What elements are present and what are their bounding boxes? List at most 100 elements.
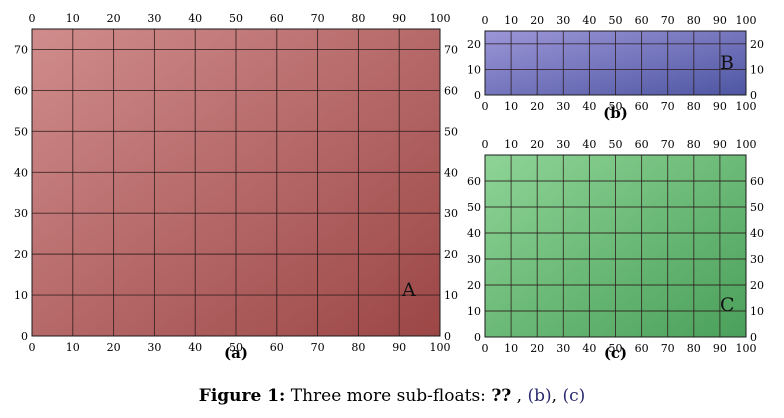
panel-a-ytick-right: 40: [444, 166, 458, 179]
panel-b-letter: B: [720, 52, 734, 74]
panel-a-frame: [31, 28, 441, 337]
panel-c-xtick-bottom: 90: [713, 342, 727, 355]
panel-a-ytick-right: 50: [444, 125, 458, 138]
panel-a-ytick-right: 60: [444, 84, 458, 97]
panel-a-letter: A: [401, 279, 416, 301]
panel-b-xtick-bottom: 100: [736, 100, 757, 113]
panel-a-xtick-top: 0: [29, 12, 36, 25]
panel-b-frame: [484, 30, 747, 96]
panel-b-xtick-top: 70: [661, 14, 675, 27]
panel-a-ytick-left: 0: [21, 330, 28, 343]
panel-b-xtick-bottom: 40: [582, 100, 596, 113]
panel-a-xtick-top: 20: [107, 12, 121, 25]
panel-c-ytick-right: 40: [750, 227, 764, 240]
panel-b-xtick-bottom: 20: [530, 100, 544, 113]
panel-c-ytick-right: 60: [750, 175, 764, 188]
panel-c-subcaption: (c): [604, 344, 627, 362]
panel-a-xtick-top: 80: [351, 12, 365, 25]
panel-a-xtick-top: 90: [392, 12, 406, 25]
panel-b-xtick-bottom: 50: [609, 100, 623, 113]
panel-c-xtick-top: 70: [661, 138, 675, 151]
panel-b-xtick-bottom: 30: [556, 100, 570, 113]
panel-b-ytick-left: 10: [467, 63, 481, 76]
panel-c-xtick-bottom: 70: [661, 342, 675, 355]
panel-c-xtick-bottom: 10: [504, 342, 518, 355]
panel-b-xtick-bottom: 80: [687, 100, 701, 113]
figure-canvas: 0010102020303040405050606070708080909010…: [14, 12, 764, 362]
panel-b-xtick-top: 60: [635, 14, 649, 27]
panel-a-xtick-top: 50: [229, 12, 243, 25]
panel-c-xtick-bottom: 60: [635, 342, 649, 355]
panel-c-xtick-bottom: 80: [687, 342, 701, 355]
panel-a-xtick-bottom: 100: [430, 341, 451, 354]
caption-ref-c[interactable]: (c): [562, 386, 586, 406]
panel-a-ytick-right: 30: [444, 207, 458, 220]
panel-a-subcaption: (a): [224, 344, 248, 362]
panel-b-xtick-bottom: 70: [661, 100, 675, 113]
panel-c-xtick-top: 100: [736, 138, 757, 151]
panel-b-xtick-top: 10: [504, 14, 518, 27]
panel-c-letter: C: [720, 294, 735, 316]
panel-c-ytick-right: 30: [750, 253, 764, 266]
panel-b-subcaption: (b): [603, 104, 628, 122]
panel-a-ytick-right: 70: [444, 43, 458, 56]
panel-b-xtick-top: 50: [609, 14, 623, 27]
panel-c-xtick-top: 80: [687, 138, 701, 151]
panel-a-xtick-bottom: 90: [392, 341, 406, 354]
panel-c-ytick-right: 0: [750, 331, 757, 344]
panel-c-ytick-left: 60: [467, 175, 481, 188]
figure-caption: Figure 1: Three more sub-floats: ?? , (b…: [198, 386, 586, 406]
panel-a-xtick-top: 40: [188, 12, 202, 25]
panel-a-ytick-left: 70: [14, 43, 28, 56]
panel-a-xtick-bottom: 70: [311, 341, 325, 354]
panel-c-ytick-left: 50: [467, 201, 481, 214]
panel-c-xtick-bottom: 20: [530, 342, 544, 355]
panel-a-xtick-bottom: 10: [66, 341, 80, 354]
panel-b-xtick-top: 30: [556, 14, 570, 27]
panel-b: 0010102020303040405050606070708080909010…: [467, 14, 764, 122]
panel-a-xtick-bottom: 50: [229, 341, 243, 354]
panel-a-ytick-left: 40: [14, 166, 28, 179]
panel-a-xtick-top: 70: [311, 12, 325, 25]
panel-c-xtick-top: 10: [504, 138, 518, 151]
panel-b-xtick-top: 100: [736, 14, 757, 27]
panel-c-xtick-top: 60: [635, 138, 649, 151]
caption-text: Three more sub-floats:: [290, 386, 486, 406]
panel-c-xtick-bottom: 100: [736, 342, 757, 355]
panel-b-xtick-bottom: 60: [635, 100, 649, 113]
panel-a-xtick-top: 60: [270, 12, 284, 25]
panel-a-xtick-bottom: 40: [188, 341, 202, 354]
panel-c-ytick-left: 10: [467, 305, 481, 318]
panel-b-xtick-bottom: 10: [504, 100, 518, 113]
panel-c-xtick-top: 90: [713, 138, 727, 151]
panel-a-xtick-bottom: 20: [107, 341, 121, 354]
panel-b-xtick-bottom: 0: [482, 100, 489, 113]
panel-c-ytick-left: 0: [474, 331, 481, 344]
panel-a-ytick-right: 20: [444, 248, 458, 261]
panel-a-ytick-right: 0: [444, 330, 451, 343]
panel-a-ytick-left: 50: [14, 125, 28, 138]
panel-c: 0010102020303040405050606070708080909010…: [467, 138, 764, 362]
panel-c-xtick-top: 0: [482, 138, 489, 151]
panel-a-xtick-bottom: 80: [351, 341, 365, 354]
panel-a-xtick-top: 10: [66, 12, 80, 25]
panel-a-xtick-top: 30: [147, 12, 161, 25]
panel-c-ytick-left: 40: [467, 227, 481, 240]
panel-a: 0010102020303040405050606070708080909010…: [14, 12, 458, 362]
panel-a-ytick-left: 60: [14, 84, 28, 97]
panel-a-xtick-bottom: 30: [147, 341, 161, 354]
panel-a-ytick-left: 20: [14, 248, 28, 261]
panel-b-xtick-top: 90: [713, 14, 727, 27]
panel-c-xtick-top: 20: [530, 138, 544, 151]
panel-c-ytick-right: 50: [750, 201, 764, 214]
panel-a-xtick-bottom: 0: [29, 341, 36, 354]
panel-c-ytick-right: 20: [750, 279, 764, 292]
panel-b-ytick-right: 0: [750, 89, 757, 102]
panel-c-ytick-left: 20: [467, 279, 481, 292]
panel-c-xtick-bottom: 50: [609, 342, 623, 355]
panel-b-ytick-right: 10: [750, 63, 764, 76]
caption-ref-b[interactable]: (b): [527, 386, 552, 406]
panel-c-ytick-right: 10: [750, 305, 764, 318]
panel-c-xtick-bottom: 40: [582, 342, 596, 355]
panel-c-xtick-bottom: 0: [482, 342, 489, 355]
